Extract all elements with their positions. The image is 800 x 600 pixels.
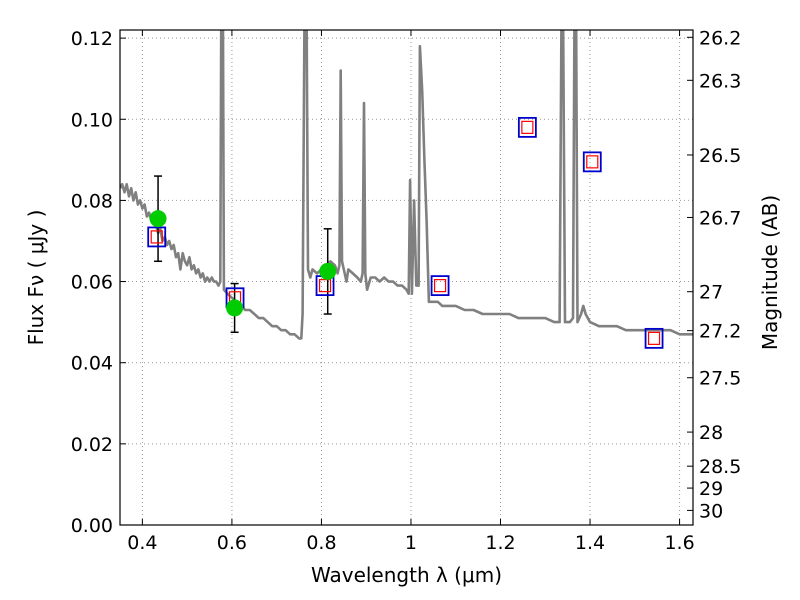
right-axis-label: Magnitude (AB) — [758, 195, 782, 350]
x-tick-label: 1.2 — [485, 532, 515, 554]
model-band-box — [517, 116, 537, 138]
y-tick-label: 0.04 — [71, 353, 113, 375]
right-tick-label: 29 — [699, 478, 723, 500]
grid — [120, 30, 693, 526]
model-band-box-inner — [433, 279, 447, 293]
right-tick-label: 28 — [699, 422, 723, 444]
x-tick-label: 1.6 — [664, 532, 694, 554]
x-tick-label: 1.4 — [575, 532, 605, 554]
observed-point — [319, 262, 337, 280]
model-band-box-inner — [521, 120, 534, 134]
model-band-box — [147, 226, 167, 248]
right-tick-label: 26.7 — [699, 207, 741, 229]
model-band-box-inner — [150, 230, 163, 244]
y-axis-ticks: 0.00 0.02 0.04 0.06 0.08 0.10 0.12 — [71, 28, 126, 537]
observed-markers — [149, 210, 337, 317]
model-band-box-inner — [586, 155, 599, 169]
y-tick-label: 0.10 — [71, 109, 113, 131]
x-axis-label: Wavelength λ (μm) — [311, 563, 502, 587]
y-tick-label: 0.02 — [71, 434, 113, 456]
right-tick-label: 27.2 — [699, 321, 741, 343]
right-tick-label: 27.5 — [699, 368, 741, 390]
right-tick-label: 26.5 — [699, 145, 741, 167]
y-tick-label: 0.12 — [71, 28, 113, 50]
y-tick-label: 0.06 — [71, 272, 113, 294]
x-tick-label: 0.4 — [127, 532, 157, 554]
y-tick-label: 0.08 — [71, 190, 113, 212]
y-tick-label: 0.00 — [71, 515, 113, 537]
observed-point — [226, 299, 244, 317]
model-spectrum-line — [120, 30, 693, 340]
model-spectrum — [120, 30, 693, 340]
plot-frame — [119, 29, 694, 526]
x-axis-ticks: 0.4 0.6 0.8 1 1.2 1.4 1.6 — [127, 30, 695, 554]
model-band-box — [430, 275, 450, 297]
y-axis-label: Flux Fν ( μJy ) — [24, 210, 48, 346]
x-tick-label: 0.6 — [217, 532, 247, 554]
model-band-box — [582, 151, 602, 173]
x-tick-label: 0.8 — [306, 532, 336, 554]
x-tick-label: 1 — [405, 532, 417, 554]
right-tick-label: 26.2 — [699, 27, 741, 49]
right-tick-label: 30 — [699, 500, 723, 522]
right-tick-label: 26.3 — [699, 70, 741, 92]
model-band-box — [644, 327, 664, 349]
right-tick-label: 27 — [699, 282, 723, 304]
right-tick-label: 28.5 — [699, 456, 741, 478]
model-band-box-inner — [647, 331, 661, 345]
observed-point — [149, 210, 167, 228]
model-band-box-inner — [318, 279, 332, 293]
